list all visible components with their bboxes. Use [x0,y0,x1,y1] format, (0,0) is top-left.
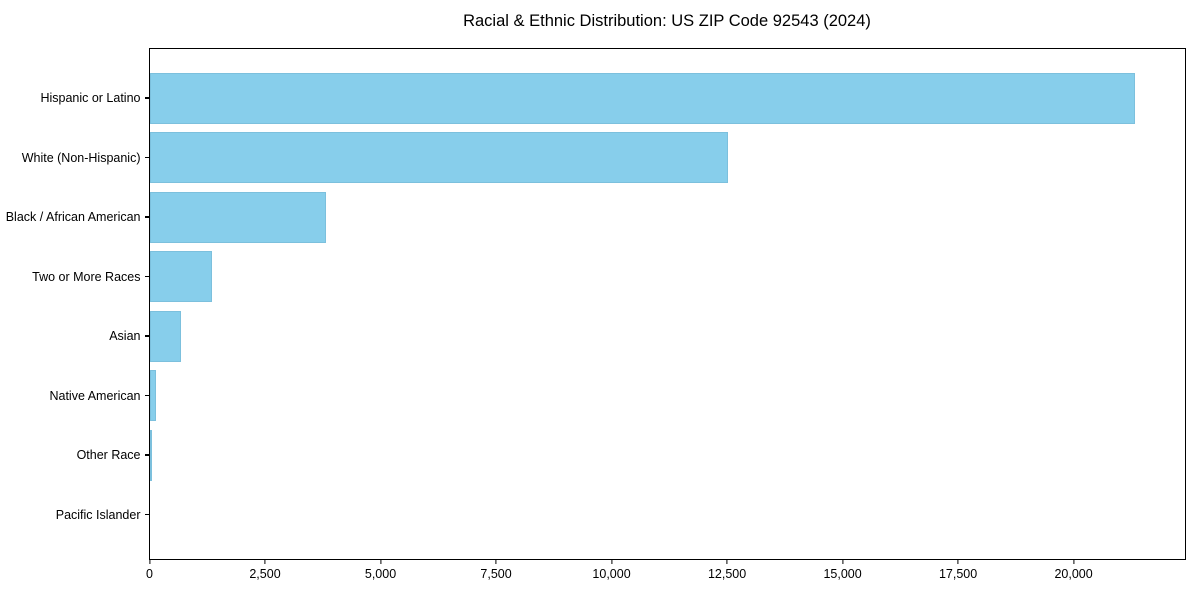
x-tick-label: 2,500 [249,567,281,581]
x-tick-mark [957,559,959,564]
x-tick-label: 10,000 [592,567,631,581]
x-tick-label: 12,500 [707,567,747,581]
x-tick-label: 20,000 [1054,567,1093,581]
x-tick-mark [495,559,497,564]
x-tick-label: 5,000 [364,567,397,581]
category-label: Other Race [76,448,141,462]
category-label: Native American [49,388,141,403]
bar-two-or-more-races [149,251,213,302]
y-tick-mark [144,513,150,516]
category-label: Black / African American [5,210,141,224]
bar-white-non-hispanic [149,132,729,183]
x-tick-mark [379,559,382,564]
category-label: Asian [109,329,141,343]
x-tick-mark [841,559,844,564]
x-tick-label: 7,500 [480,567,512,581]
category-label: Two or More Races [32,269,141,284]
x-tick-label: 0 [146,567,153,581]
bar-black-african-american [149,191,327,243]
y-tick-mark [144,275,150,278]
category-label: White (Non-Hispanic) [21,150,141,165]
x-tick-mark [148,559,151,564]
bar-native-american [149,370,157,421]
bar-hispanic-or-latino [149,72,1136,124]
bar-other-race [149,429,153,481]
plot-area: Hispanic or Latino White (Non-Hispanic) Bl… [6,48,1186,581]
y-tick-mark [144,216,150,218]
y-tick-mark [144,156,150,159]
y-tick-mark [144,454,150,456]
y-tick-mark [144,394,150,397]
y-tick-mark [144,97,150,99]
x-tick-mark [610,559,613,564]
y-tick-mark [144,335,150,337]
x-tick-mark [264,559,266,564]
chart-title: Racial & Ethnic Distribution: US ZIP Cod… [463,12,871,30]
x-tick-label: 17,500 [938,567,978,581]
x-tick-mark [1073,559,1075,564]
category-label: Hispanic or Latino [40,91,141,105]
bar-asian [149,310,182,362]
x-tick-mark [726,559,728,564]
x-tick-label: 15,000 [823,567,862,581]
category-label: Pacific Islander [55,507,141,522]
